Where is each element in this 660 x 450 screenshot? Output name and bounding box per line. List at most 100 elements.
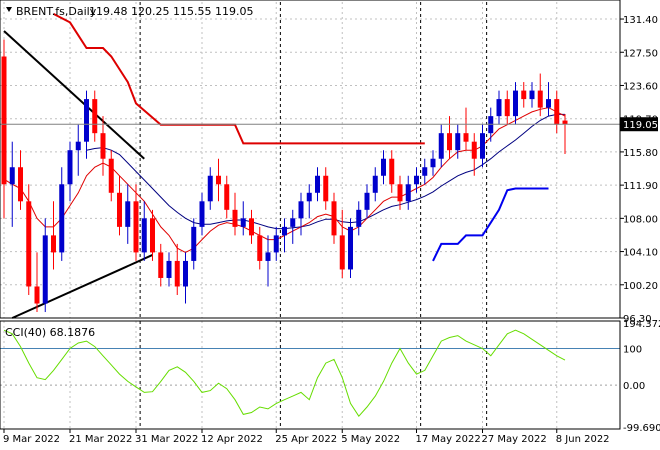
- cci-tick-label: 0.00: [623, 381, 645, 392]
- symbol-label: BRENT.fs,Daily: [16, 5, 97, 18]
- candle-body: [463, 133, 469, 142]
- candle-body: [108, 158, 114, 193]
- candle-body: [92, 99, 98, 134]
- candle-body: [125, 201, 131, 227]
- candle: [480, 124, 485, 168]
- downtrend-line: [3, 30, 145, 160]
- candle: [356, 201, 362, 236]
- time-tick-label: 8 Jun 2022: [556, 434, 610, 445]
- cci-line: [3, 329, 566, 418]
- candle: [422, 158, 428, 185]
- price-tick-label: 123.60: [623, 81, 658, 92]
- candle-body: [257, 235, 263, 261]
- candle: [26, 184, 32, 296]
- time-axis: 9 Mar 2022 21 Mar 2022 31 Mar 2022 12 Apr 2…: [3, 429, 610, 445]
- cci-panel: [0, 329, 620, 418]
- candle: [306, 184, 312, 219]
- price-tick-label: 115.80: [623, 148, 658, 159]
- candle-body: [471, 141, 477, 159]
- candle-body: [298, 201, 304, 219]
- candle: [546, 82, 551, 117]
- candle: [339, 209, 345, 278]
- candle-body: [290, 218, 296, 227]
- dropdown-triangle-icon[interactable]: [6, 7, 12, 12]
- candle-body: [331, 201, 337, 236]
- cci-axis: 194.3722 100 0.00 -99.6902: [623, 319, 660, 434]
- candle: [216, 158, 221, 202]
- candle-body: [240, 218, 246, 227]
- candle-body: [232, 209, 238, 227]
- time-tick-label: 5 May 2022: [341, 434, 400, 445]
- price-tick-label: 96.30: [623, 314, 652, 325]
- candle-body: [513, 90, 518, 117]
- candle-body: [18, 167, 23, 202]
- candle: [372, 167, 378, 202]
- candle: [529, 82, 535, 108]
- candle-body: [183, 260, 188, 287]
- candle: [240, 201, 246, 236]
- candle-body: [323, 175, 329, 202]
- candle: [166, 252, 172, 287]
- current-price-label: 119.05: [623, 120, 658, 131]
- candle-body: [521, 90, 527, 100]
- candle-body: [364, 192, 370, 210]
- price-panel-frame: [0, 0, 621, 319]
- candle-body: [438, 133, 444, 159]
- period-separators: [139, 2, 488, 429]
- candle: [158, 243, 164, 287]
- candle: [414, 167, 419, 193]
- ohlc-values: 119.48 120.25 115.55 119.05: [89, 5, 253, 18]
- candle-body: [422, 167, 428, 176]
- time-tick-label: 12 Apr 2022: [201, 434, 263, 445]
- candle: [496, 90, 502, 125]
- candle: [438, 124, 444, 168]
- candle-body: [207, 175, 213, 202]
- candle-body: [100, 133, 106, 159]
- candle-body: [84, 99, 89, 142]
- candle-body: [504, 99, 510, 117]
- candle: [9, 141, 15, 227]
- candle-body: [496, 99, 502, 117]
- candle: [298, 192, 304, 236]
- candle-body: [75, 141, 81, 151]
- price-tick-label: 108.00: [623, 214, 658, 225]
- candle-body: [265, 252, 271, 261]
- candle-body: [315, 175, 320, 193]
- candle: [315, 167, 320, 202]
- candle-body: [546, 99, 551, 108]
- candle: [323, 167, 329, 210]
- candle: [265, 235, 271, 287]
- time-tick-label: 27 May 2022: [482, 434, 547, 445]
- candle: [430, 150, 436, 176]
- candle-body: [339, 235, 345, 270]
- candle: [290, 209, 296, 244]
- candle-body: [282, 226, 287, 236]
- candle-body: [455, 133, 461, 151]
- uptrend-line: [11, 254, 153, 319]
- resistance-stop-line: [53, 13, 425, 145]
- candle-body: [348, 226, 353, 270]
- candle-body: [42, 235, 48, 304]
- candle-body: [199, 201, 205, 227]
- candle: [463, 107, 469, 151]
- candle-body: [67, 150, 73, 185]
- candle-body: [166, 260, 172, 278]
- candle: [100, 116, 106, 176]
- candle-body: [306, 192, 312, 202]
- candle-body: [554, 99, 560, 125]
- price-tick-label: 104.10: [623, 248, 658, 259]
- price-tick-label: 100.20: [623, 281, 658, 292]
- candle-body: [26, 201, 32, 287]
- candle: [150, 209, 155, 261]
- price-tick-label: 127.50: [623, 48, 658, 59]
- candle-body: [397, 184, 403, 202]
- cci-tick-label: 100: [623, 344, 642, 355]
- candle-body: [430, 158, 436, 168]
- candle: [537, 73, 543, 117]
- candle: [51, 201, 56, 270]
- candle: [562, 114, 568, 155]
- candle-body: [51, 235, 56, 253]
- candle-body: [529, 90, 535, 100]
- candle-body: [1, 56, 7, 185]
